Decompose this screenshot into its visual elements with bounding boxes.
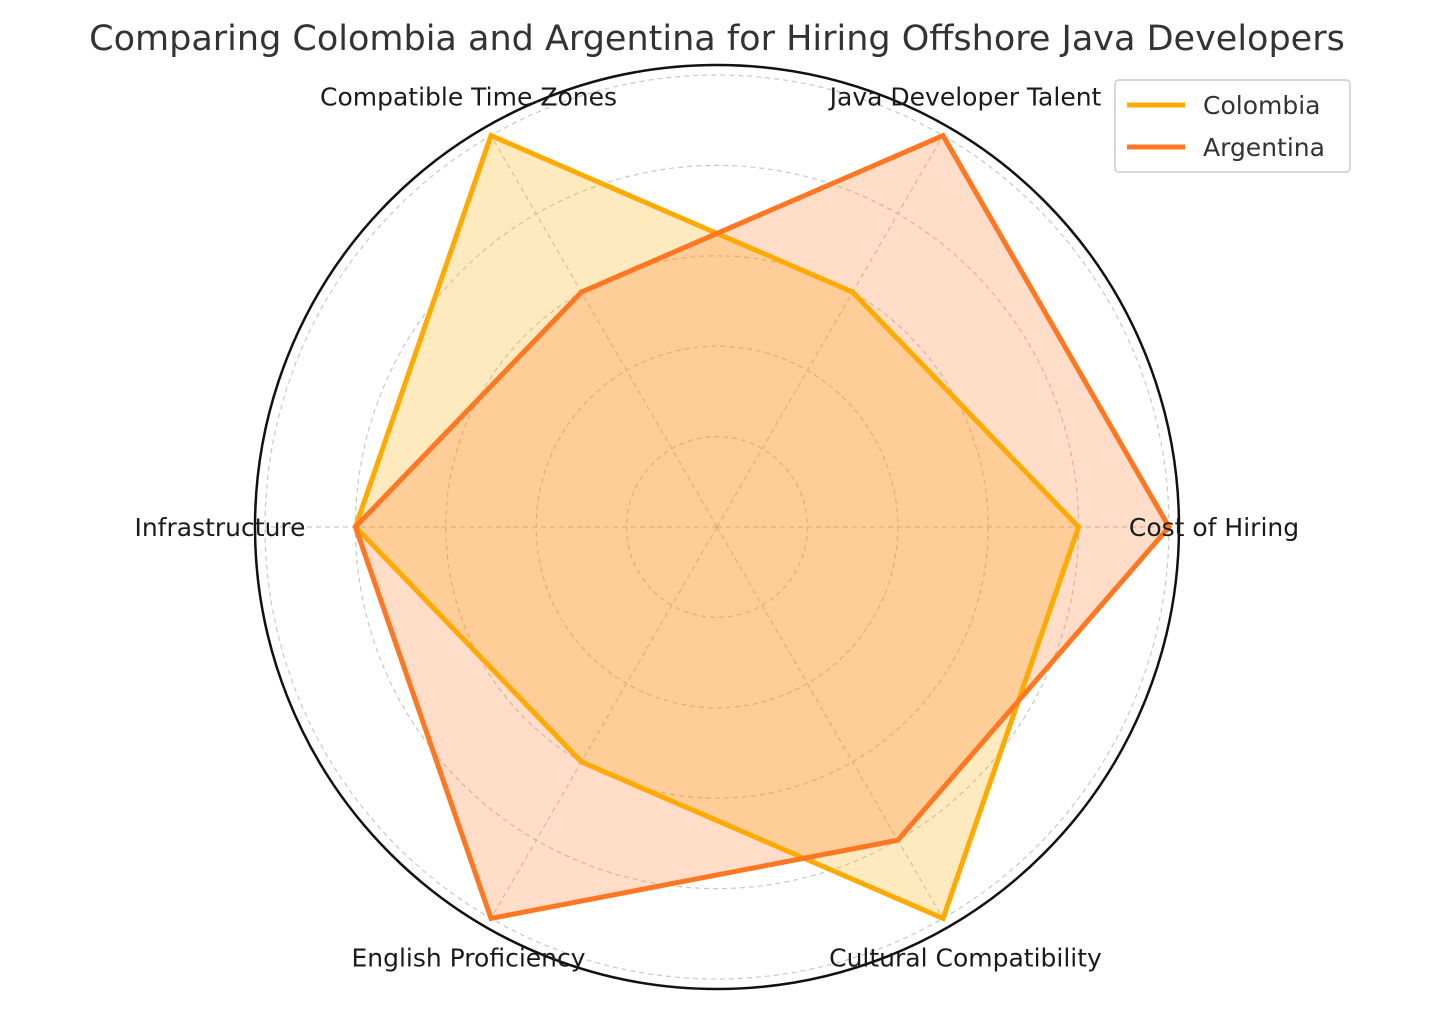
grid-spoke [716,135,944,528]
legend-label: Argentina [1203,133,1325,162]
series-area [355,135,1079,919]
series-line [352,132,1173,922]
chart-title: Comparing Colombia and Argentina for Hir… [89,19,1345,59]
grid-spoke [490,526,718,919]
category-labels: Cost of Hiring Java Developer Talent Compa… [134,83,1299,973]
series-layer [352,132,1173,922]
category-label: Compatible Time Zones [320,83,617,112]
category-label: Cost of Hiring [1129,513,1299,542]
series-area [355,135,1169,919]
category-label: Infrastructure [134,513,305,542]
legend: Colombia Argentina [1114,79,1351,173]
grid-spoke [490,135,718,528]
category-label: English Proficiency [351,943,585,972]
category-label: Cultural Compatibility [829,943,1102,972]
legend-label: Colombia [1203,91,1320,120]
category-label: Java Developer Talent [828,83,1102,112]
grid-spoke [716,526,944,919]
polar-frame [253,63,1181,991]
